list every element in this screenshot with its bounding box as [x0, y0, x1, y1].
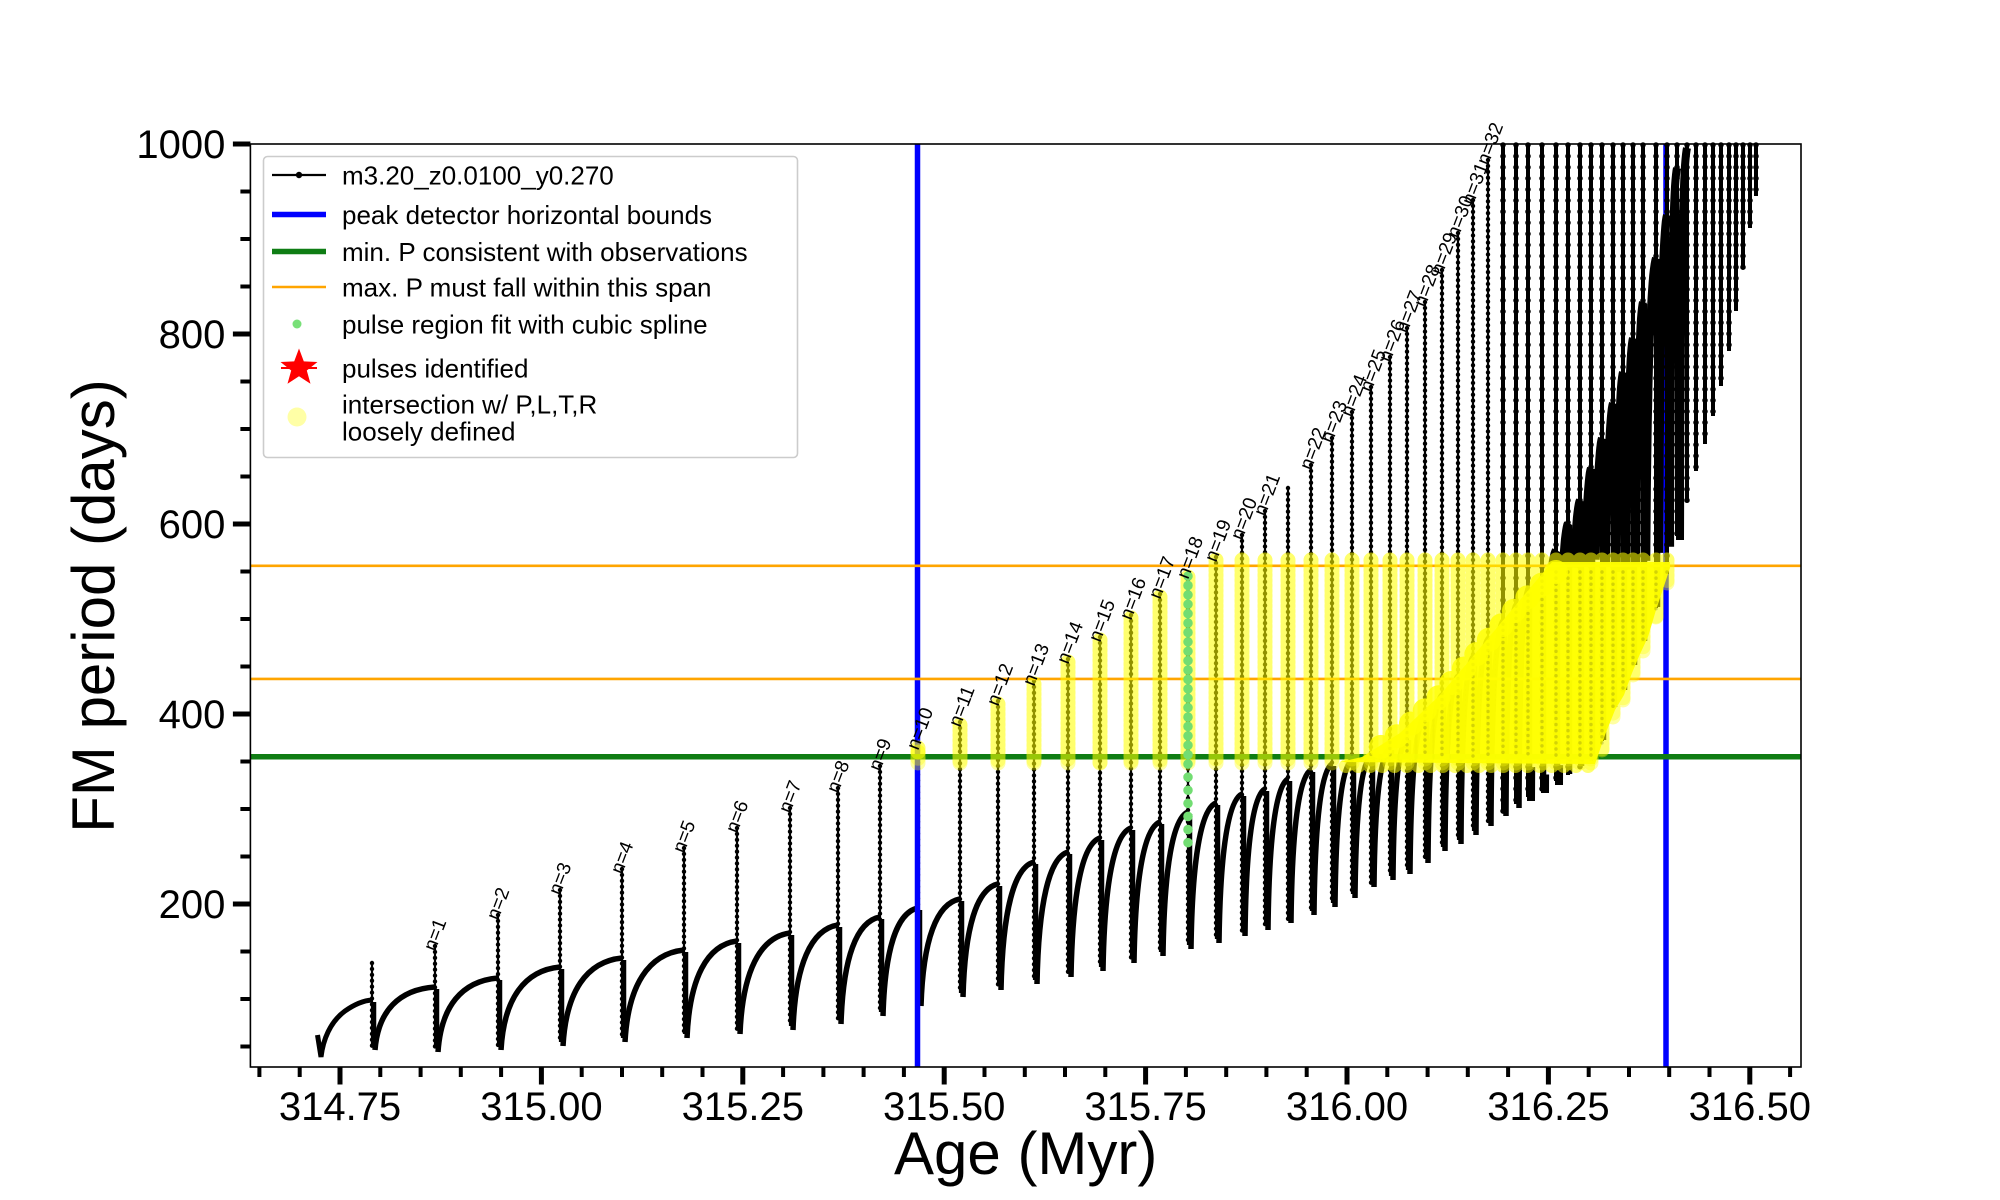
svg-text:316.00: 316.00: [1286, 1085, 1408, 1129]
svg-text:m3.20_z0.0100_y0.270: m3.20_z0.0100_y0.270: [342, 161, 614, 191]
svg-text:min. P consistent with observa: min. P consistent with observations: [342, 237, 748, 267]
svg-text:FM period (days): FM period (days): [60, 379, 127, 832]
svg-text:Age (Myr): Age (Myr): [894, 1120, 1157, 1187]
svg-text:315.75: 315.75: [1084, 1085, 1206, 1129]
svg-text:peak detector horizontal bound: peak detector horizontal bounds: [342, 200, 712, 230]
svg-text:315.00: 315.00: [480, 1085, 602, 1129]
svg-text:316.25: 316.25: [1487, 1085, 1609, 1129]
svg-text:315.25: 315.25: [682, 1085, 804, 1129]
svg-text:intersection w/ P,L,T,R: intersection w/ P,L,T,R: [342, 390, 597, 420]
svg-text:pulses identified: pulses identified: [342, 354, 528, 384]
svg-text:200: 200: [159, 883, 226, 927]
svg-text:400: 400: [159, 693, 226, 737]
svg-text:pulse region fit with cubic sp: pulse region fit with cubic spline: [342, 310, 708, 340]
svg-text:1000: 1000: [136, 123, 225, 167]
svg-text:loosely defined: loosely defined: [342, 417, 515, 447]
svg-text:314.75: 314.75: [279, 1085, 401, 1129]
svg-text:600: 600: [159, 503, 226, 547]
svg-text:800: 800: [159, 313, 226, 357]
svg-text:max. P must fall within this s: max. P must fall within this span: [342, 273, 711, 303]
svg-text:315.50: 315.50: [883, 1085, 1005, 1129]
svg-text:316.50: 316.50: [1689, 1085, 1811, 1129]
